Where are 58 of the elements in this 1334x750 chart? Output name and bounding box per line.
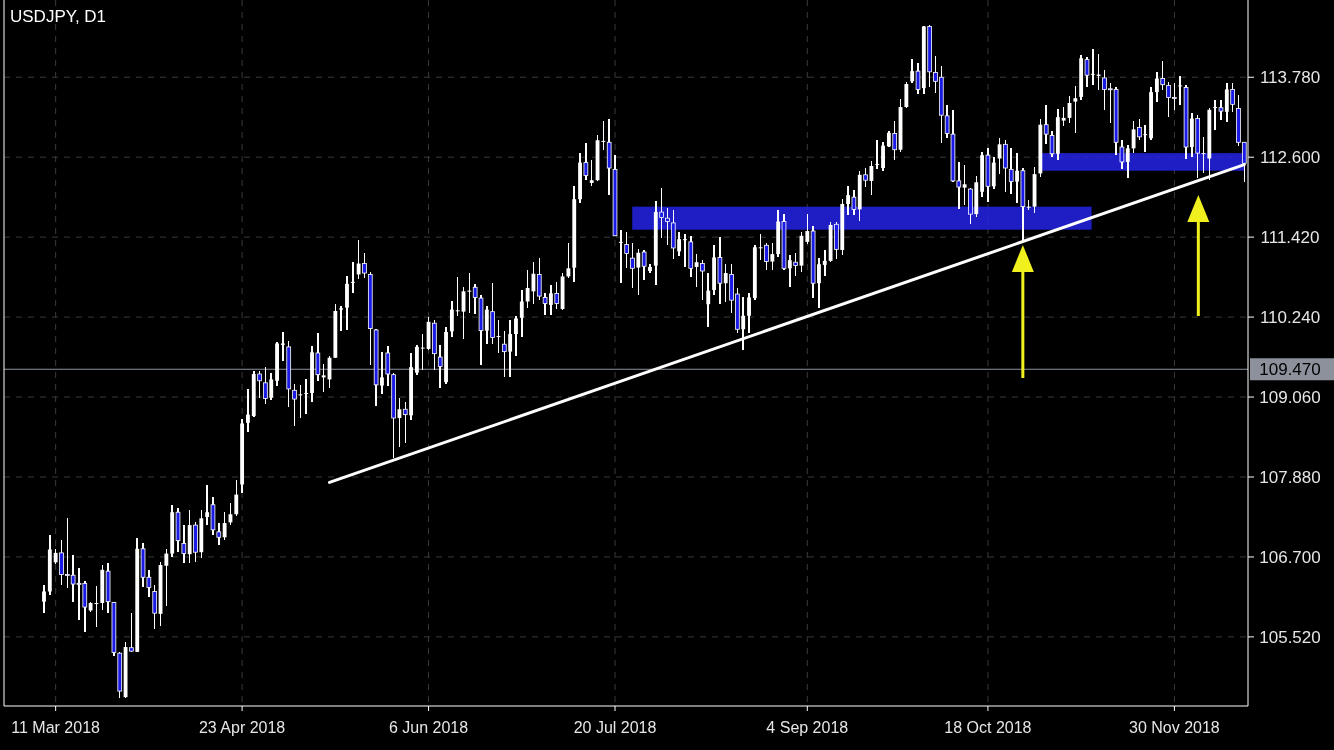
candlestick: [566, 242, 571, 280]
chart-title: USDJPY, D1: [10, 7, 107, 26]
y-tick-label: 112.600: [1259, 148, 1321, 168]
candlestick: [747, 292, 751, 335]
y-tick-label: 109.060: [1259, 387, 1321, 407]
y-tick-label: 106.700: [1259, 547, 1321, 567]
candlestick: [181, 524, 187, 564]
candlestick: [350, 260, 355, 294]
x-tick-label: 30 Nov 2018: [1129, 719, 1220, 736]
candlestick: [234, 478, 239, 518]
candlestick: [514, 315, 518, 358]
candlestick: [152, 583, 158, 631]
candlestick: [624, 231, 629, 270]
y-tick-label: 111.420: [1260, 228, 1320, 248]
candlestick: [467, 272, 472, 314]
x-tick-label: 18 Oct 2018: [944, 719, 1032, 736]
x-tick-label: 20 Jul 2018: [573, 719, 657, 736]
candlestick: [683, 233, 687, 268]
candlestick: [216, 522, 222, 547]
x-tick-label: 4 Sep 2018: [766, 719, 849, 736]
x-tick-label: 6 Jun 2018: [388, 719, 469, 736]
candlestick: [1061, 106, 1066, 127]
candlestick: [246, 388, 250, 434]
candlestick: [222, 511, 227, 541]
candlestick: [536, 257, 542, 301]
candlestick: [962, 164, 967, 207]
candlestick: [321, 363, 326, 393]
candlestick: [601, 119, 606, 151]
x-tick-label: 23 Apr 2018: [198, 719, 286, 736]
candlestick: [164, 548, 169, 608]
candlestick: [589, 159, 594, 187]
candlestick: [42, 583, 46, 614]
y-tick-label: 107.880: [1259, 467, 1321, 487]
candlestick: [420, 333, 425, 371]
y-tick-label: 105.520: [1259, 627, 1321, 647]
candlestick: [822, 249, 827, 278]
candlestick: [618, 228, 623, 284]
candlestick: [455, 276, 460, 318]
candlestick: [881, 140, 885, 172]
candlestick: [339, 305, 344, 333]
candlestick: [345, 275, 349, 331]
candlestick: [1178, 75, 1183, 106]
candlestick: [875, 138, 880, 171]
ref-line-label: 109.470: [1259, 360, 1321, 380]
candlestick: [525, 268, 530, 310]
candlestick: [805, 213, 810, 245]
candlestick: [519, 289, 524, 338]
candlestick: [991, 156, 996, 190]
candlestick: [641, 249, 647, 281]
y-tick-label: 113.780: [1259, 68, 1321, 88]
candlestick: [304, 378, 309, 415]
y-tick-label: 110.240: [1259, 308, 1321, 328]
x-tick-label: 11 Mar 2018: [11, 719, 101, 736]
candlestick: [1073, 85, 1078, 135]
candlestick: [706, 272, 711, 328]
candlestick: [1043, 104, 1049, 145]
candlestick: [449, 300, 454, 338]
candlestick: [904, 81, 909, 110]
